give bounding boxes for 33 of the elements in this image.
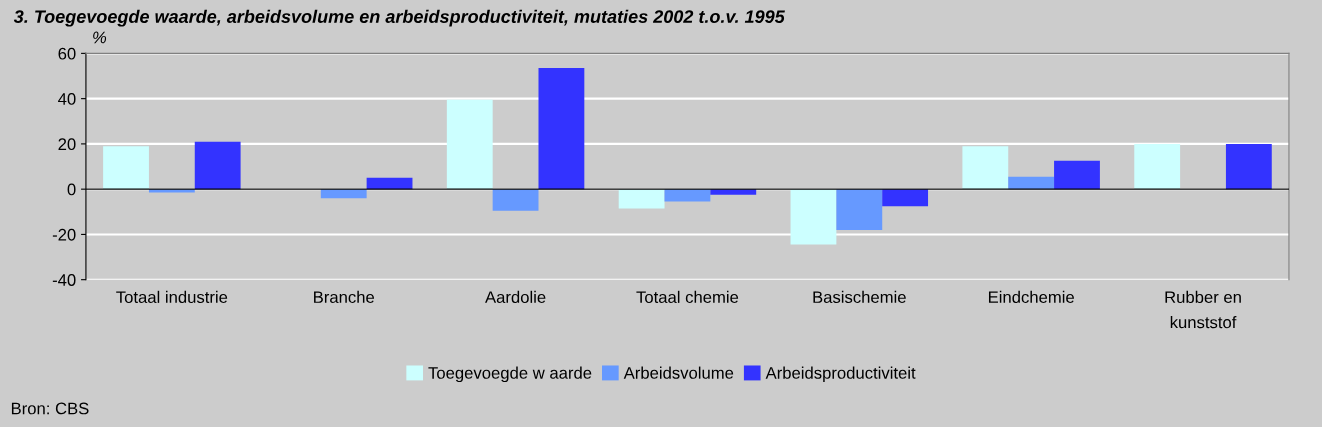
y-tick-label: 40 — [58, 93, 76, 105]
y-tick-label: -20 — [52, 228, 76, 241]
legend-label: Arbeidsvolume — [623, 366, 734, 379]
bar — [962, 146, 1009, 190]
x-tick-label: Basischemie — [813, 290, 906, 304]
chart-title: 3. Toegevoegde waarde, arbeidsvolume en arbeidsproductiviteit, mutaties 2002 t.o.v. 1995 — [13, 9, 785, 27]
bar — [882, 189, 929, 207]
y-tick-label: 20 — [58, 138, 76, 151]
bar — [664, 189, 711, 202]
x-tick-label: Branche — [314, 290, 375, 304]
bar — [446, 99, 493, 190]
bar — [1225, 143, 1272, 190]
legend-label: Toegevoegde w aarde — [428, 366, 592, 383]
x-tick-label: Totaal chemie — [636, 290, 739, 304]
bar — [538, 68, 585, 190]
bar — [103, 146, 149, 190]
y-axis-title: % — [93, 31, 107, 44]
bar — [1134, 143, 1181, 190]
x-tick-label: Totaal industrie — [116, 290, 228, 304]
bar — [836, 189, 883, 230]
y-tick-label: 0 — [67, 183, 76, 196]
x-tick-label: Rubber en kunststof — [1165, 290, 1241, 329]
x-tick-label: Eindchemie — [988, 290, 1074, 304]
y-tick-label: 60 — [58, 47, 76, 60]
x-tick-label: Aardolie — [485, 290, 546, 304]
bar — [790, 189, 837, 245]
bar — [1054, 160, 1100, 190]
bar — [194, 141, 241, 190]
y-tick-label: -40 — [52, 274, 76, 286]
legend-label: Arbeidsproductiviteit — [765, 366, 916, 383]
text: Bron: CBS — [11, 402, 89, 415]
bar — [492, 189, 539, 211]
bar — [618, 189, 665, 209]
